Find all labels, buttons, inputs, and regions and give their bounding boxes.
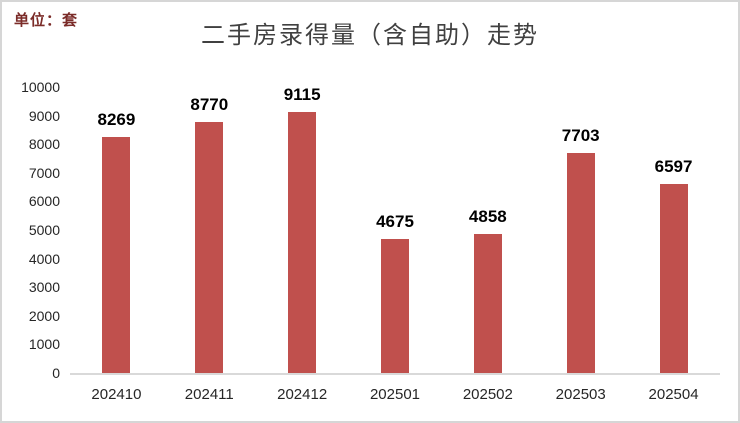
y-axis-tick-label: 4000 [28, 250, 60, 267]
y-axis-tick-label: 8000 [28, 136, 60, 153]
bar-value-label: 4675 [376, 212, 414, 232]
y-axis-tick-label: 2000 [28, 307, 60, 324]
x-axis-label: 202502 [462, 386, 513, 403]
x-axis-label: 202410 [91, 386, 142, 403]
bar [566, 152, 595, 373]
bar-value-label: 4858 [468, 207, 507, 227]
x-axis-label: 202504 [648, 386, 699, 403]
y-axis-tick-label: 5000 [28, 222, 60, 238]
x-axis-label: 202412 [277, 386, 328, 403]
y-axis-tick-label: 10000 [21, 79, 60, 95]
bar [195, 122, 224, 373]
y-axis-tick-label: 7000 [28, 164, 60, 181]
y-axis-tick-label: 1000 [28, 336, 60, 353]
y-axis-tick-label: 3000 [28, 279, 60, 296]
bar-value-label: 6597 [654, 157, 693, 177]
y-axis-tick-label: 0 [52, 365, 60, 381]
bar [659, 184, 688, 373]
y-axis-tick-label: 9000 [28, 107, 60, 124]
x-axis-label: 202503 [555, 386, 606, 403]
bar-value-label: 7703 [561, 125, 600, 145]
unit-label: 单位：套 [14, 12, 79, 29]
chart-title: 二手房录得量（含自助）走势 [201, 22, 539, 49]
x-axis-label: 202411 [184, 386, 234, 403]
bar [473, 234, 502, 373]
bar-value-label: 9115 [283, 85, 321, 105]
y-axis-tick-label: 6000 [28, 193, 60, 210]
bar-value-label: 8770 [190, 95, 229, 115]
x-axis-label: 202501 [369, 386, 421, 403]
bar [102, 136, 131, 373]
bar [381, 239, 409, 373]
bar [288, 112, 317, 373]
bar-value-label: 8269 [97, 109, 136, 129]
x-axis-line [70, 373, 720, 375]
